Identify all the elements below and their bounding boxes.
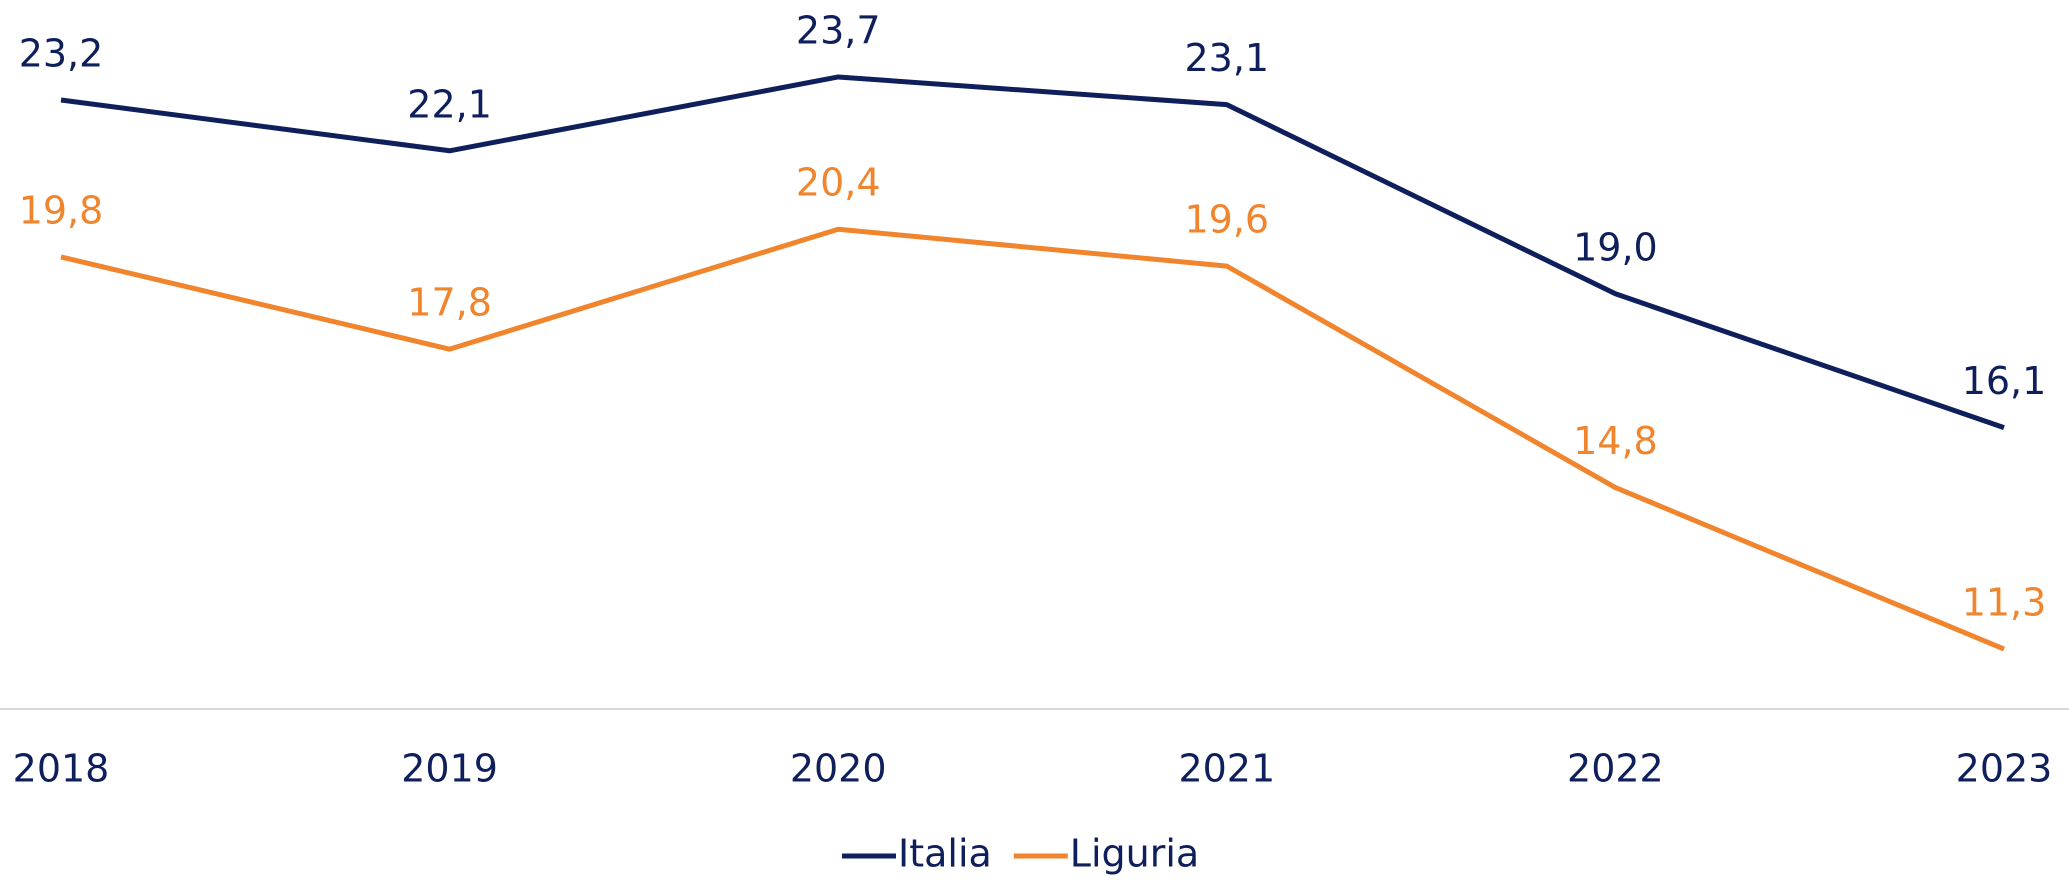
legend-label: Italia [898,832,992,876]
x-tick-label: 2022 [1567,747,1664,791]
x-tick-label: 2020 [790,747,887,791]
x-tick-label: 2023 [1956,747,2053,791]
data-label: 14,8 [1573,419,1658,463]
data-label: 22,1 [407,82,492,126]
data-label: 20,4 [796,161,881,205]
data-label: 16,1 [1962,359,2047,403]
legend-label: Liguria [1070,832,1199,876]
x-tick-label: 2021 [1178,747,1275,791]
data-label: 23,1 [1184,36,1269,80]
data-label: 19,0 [1573,225,1658,269]
x-tick-label: 2019 [401,747,498,791]
data-label: 19,6 [1184,198,1269,242]
x-tick-label: 2018 [13,747,110,791]
data-label: 19,8 [19,188,104,232]
data-label: 23,7 [796,8,881,52]
data-label: 17,8 [407,281,492,325]
data-label: 23,2 [19,32,104,76]
series-line [60,226,2005,652]
series-line [60,74,2005,430]
data-label: 11,3 [1962,581,2047,625]
